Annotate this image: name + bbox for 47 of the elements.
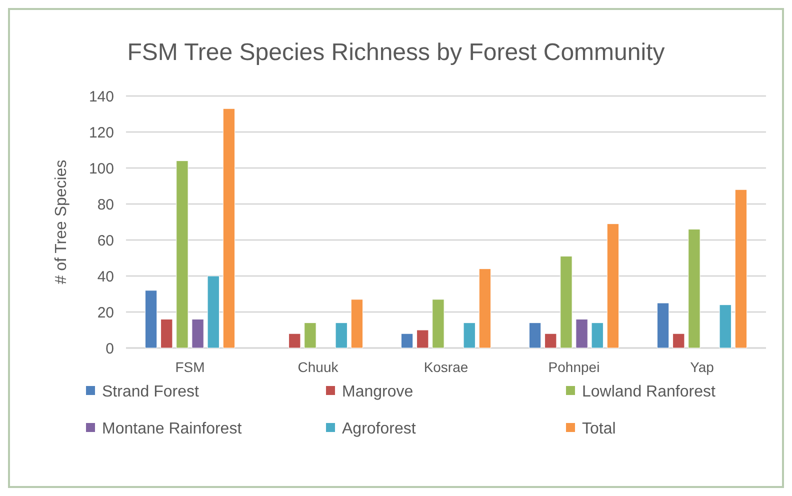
y-tick-label: 100 bbox=[88, 160, 114, 178]
legend-label: Montane Rainforest bbox=[102, 420, 242, 438]
legend-label: Strand Forest bbox=[102, 384, 200, 401]
bar bbox=[335, 322, 348, 348]
bar bbox=[207, 276, 220, 348]
bar bbox=[400, 333, 414, 348]
y-tick-label: 20 bbox=[97, 304, 114, 322]
y-axis-title: # of Tree Species bbox=[53, 160, 70, 284]
bar bbox=[606, 224, 620, 348]
bar bbox=[160, 318, 173, 348]
bar bbox=[719, 304, 732, 348]
bar bbox=[478, 268, 492, 348]
bar bbox=[528, 322, 542, 348]
bar bbox=[463, 322, 476, 348]
bar bbox=[416, 330, 429, 348]
x-tick-label: Kosrae bbox=[424, 359, 468, 375]
bar bbox=[560, 256, 572, 348]
bar bbox=[176, 160, 188, 348]
legend-label: Agroforest bbox=[342, 420, 416, 438]
y-tick-label: 80 bbox=[97, 196, 114, 214]
bar bbox=[288, 333, 301, 348]
bar bbox=[144, 290, 158, 348]
bar bbox=[432, 299, 444, 348]
chart-title: FSM Tree Species Richness by Forest Community bbox=[127, 39, 665, 66]
bar bbox=[672, 333, 685, 348]
legend-label: Total bbox=[582, 420, 616, 438]
y-tick-label: 120 bbox=[88, 124, 114, 142]
bar bbox=[576, 318, 588, 348]
x-tick-label: FSM bbox=[175, 359, 205, 375]
y-tick-label: 60 bbox=[97, 232, 114, 250]
bar bbox=[688, 228, 700, 348]
legend-label: Mangrove bbox=[342, 384, 414, 401]
bar bbox=[544, 333, 557, 348]
x-tick-label: Yap bbox=[690, 359, 714, 375]
y-tick-label: 140 bbox=[88, 88, 114, 106]
bar bbox=[350, 299, 364, 348]
bar bbox=[591, 322, 604, 348]
y-tick-label: 40 bbox=[97, 268, 114, 286]
legend-label: Lowland Ranforest bbox=[582, 384, 716, 401]
bar bbox=[222, 108, 236, 348]
x-tick-label: Pohnpei bbox=[548, 359, 600, 375]
bar bbox=[734, 189, 748, 348]
x-tick-label: Chuuk bbox=[298, 359, 340, 375]
y-tick-label: 0 bbox=[106, 340, 114, 358]
bar bbox=[656, 302, 670, 348]
bar bbox=[192, 318, 204, 348]
bar bbox=[304, 322, 316, 348]
